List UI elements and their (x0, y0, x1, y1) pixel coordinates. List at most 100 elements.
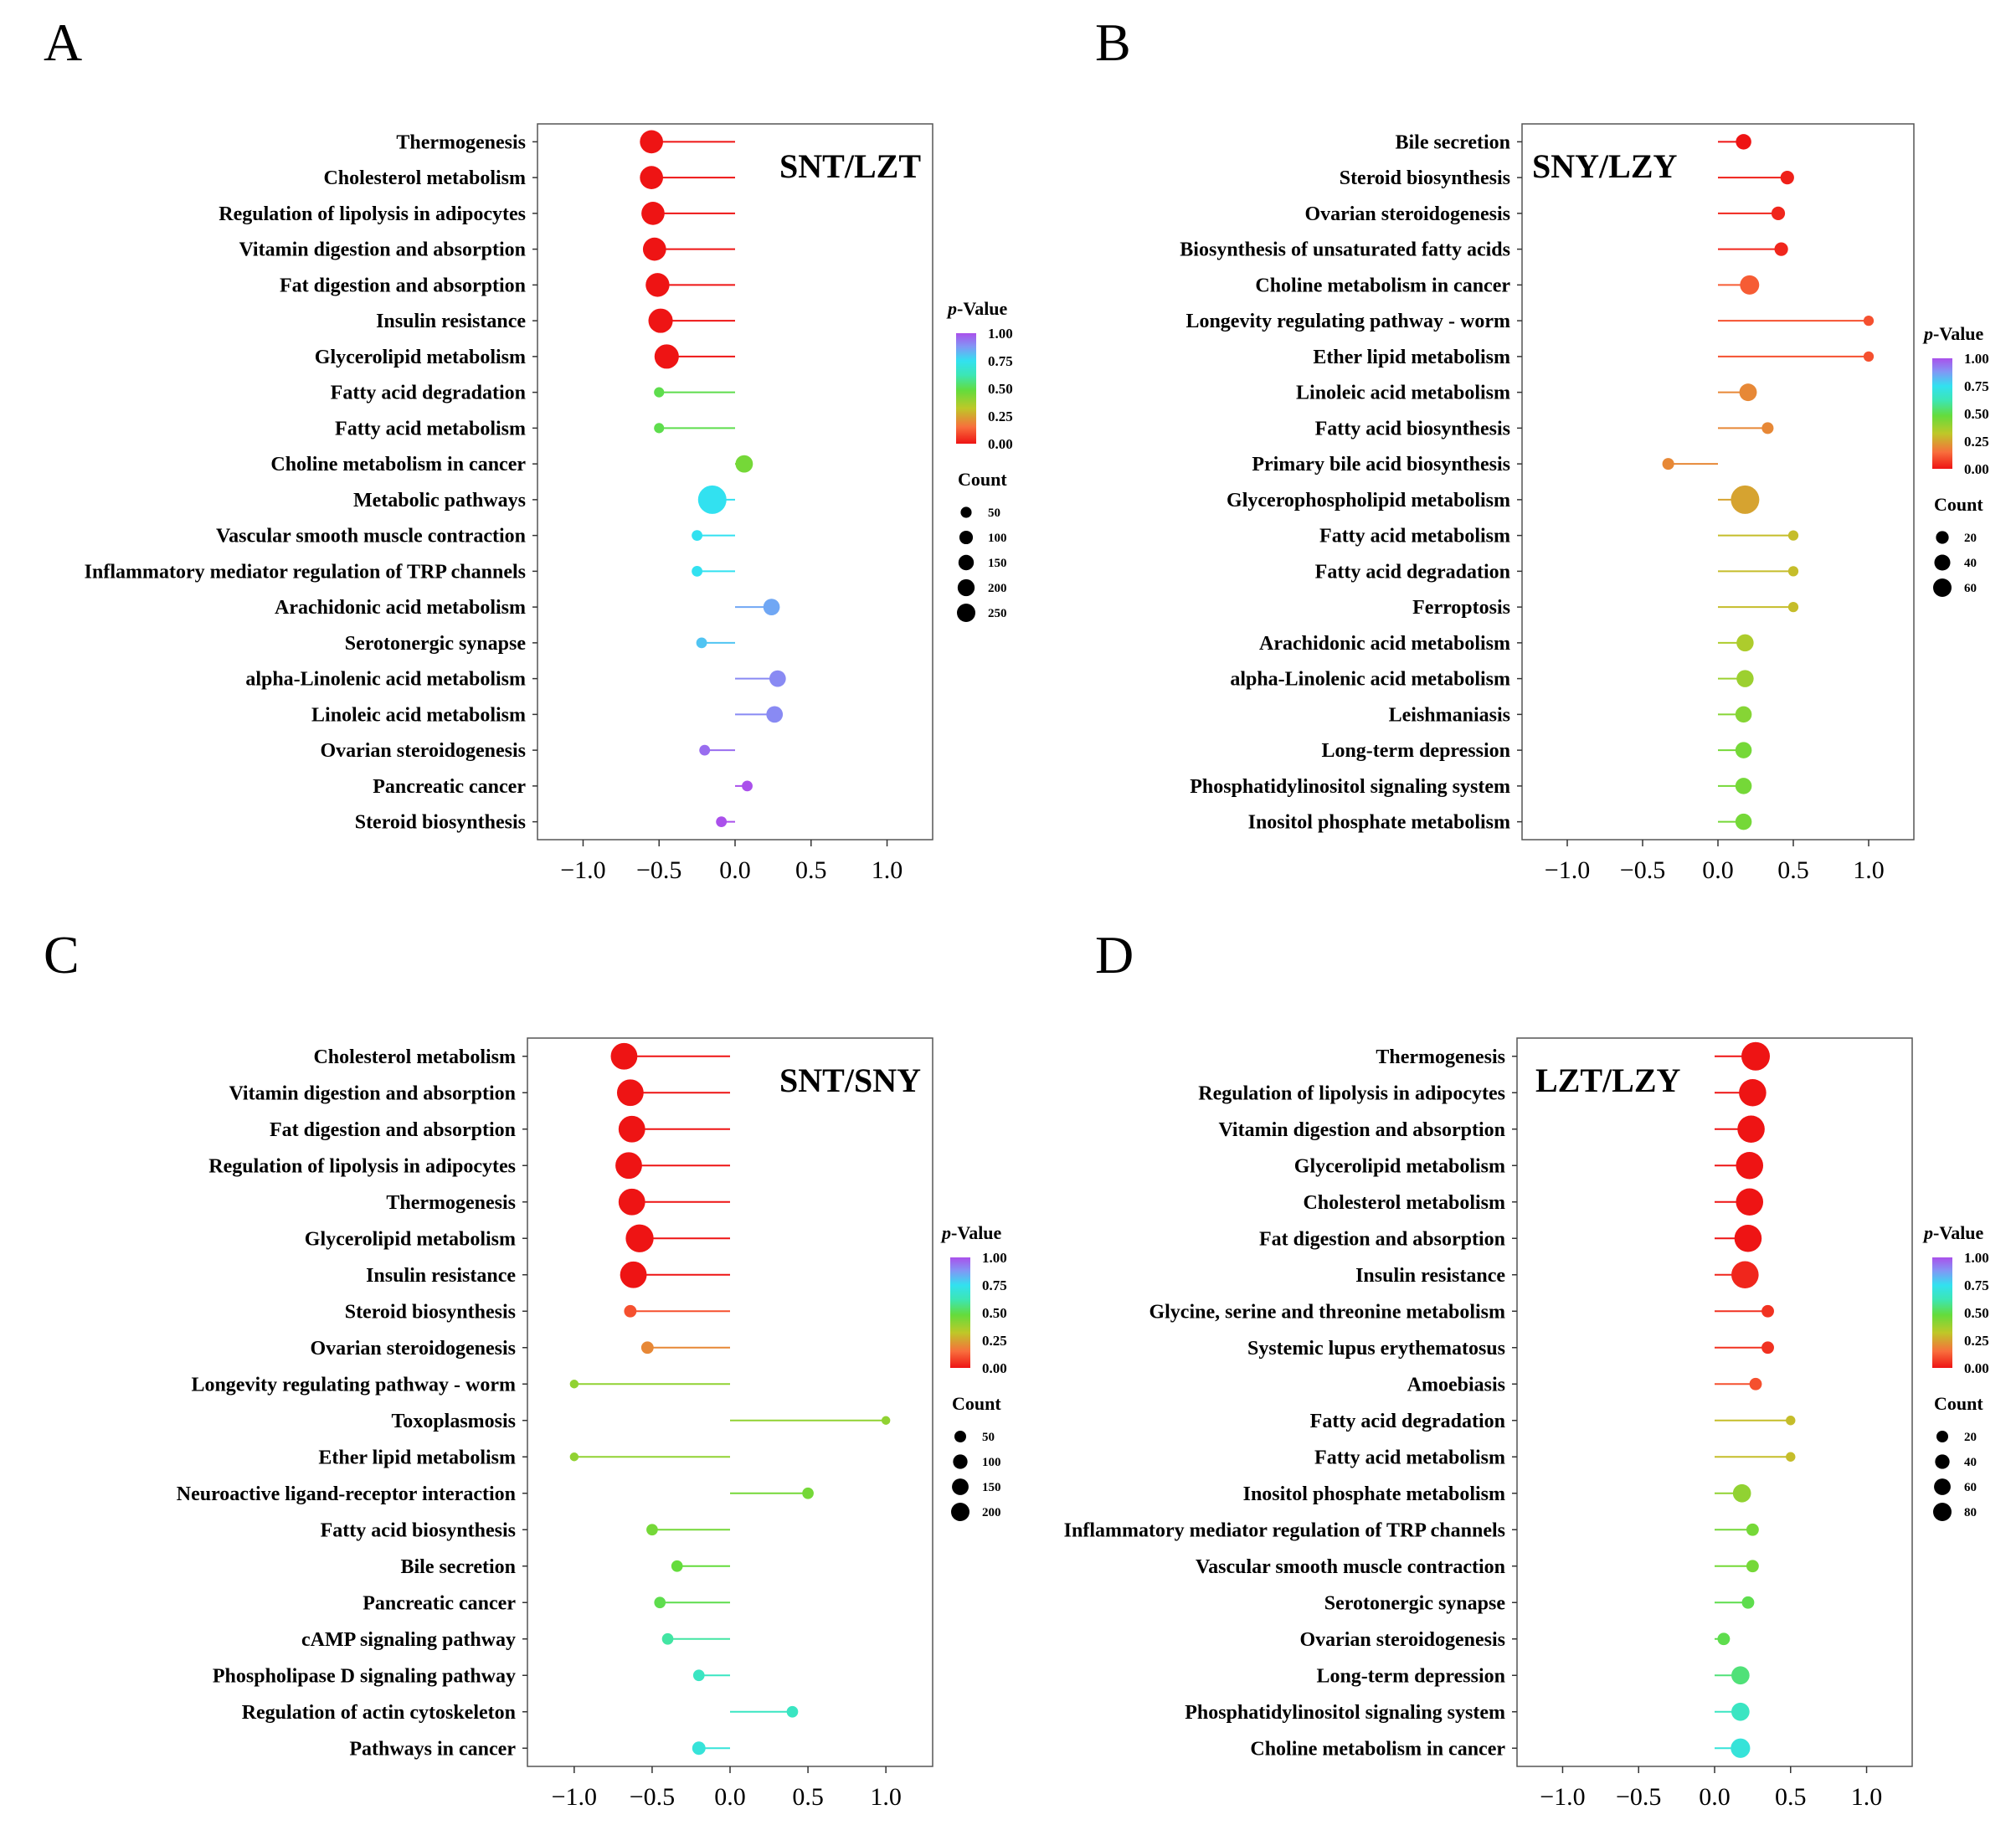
panel-label-b: B (1095, 13, 1131, 72)
x-tick-label: 0.0 (1699, 1783, 1731, 1811)
lollipop-point (1746, 1523, 1759, 1536)
panel-a: −1.0 −0.5 0.0 0.5 1.0 SNT/LZT Thermogenesis Cho… (85, 123, 1013, 884)
y-tick-label: Glycine, serine and threonine metabolism (1149, 1301, 1505, 1323)
count-legend-label: 40 (1964, 557, 1977, 570)
x-tick-label: −0.5 (1620, 856, 1665, 884)
lollipop-point (699, 744, 711, 756)
count-legend-title: Count (958, 469, 1007, 490)
y-tick-label: Ovarian steroidogenesis (310, 1338, 516, 1360)
y-tick-label: Cholesterol metabolism (1303, 1192, 1505, 1214)
y-tick-label: Longevity regulating pathway - worm (191, 1374, 516, 1396)
y-tick-label: Leishmaniasis (1389, 704, 1510, 726)
x-tick-label: −1.0 (1540, 1783, 1585, 1811)
y-tick-label: Choline metabolism in cancer (1255, 275, 1510, 296)
y-tick-label: Fat digestion and absorption (280, 275, 526, 296)
lollipop-point (1739, 1078, 1767, 1107)
pvalue-tick-label: 0.50 (1964, 1305, 1989, 1321)
count-legend-label: 60 (1964, 582, 1977, 595)
y-tick-label: Glycerolipid metabolism (315, 347, 526, 368)
y-tick-label: Regulation of lipolysis in adipocytes (1198, 1082, 1505, 1104)
lollipop-point (640, 166, 663, 189)
lollipop-point (1741, 1041, 1771, 1071)
x-tick-label: −0.5 (630, 1783, 675, 1811)
x-tick-label: 1.0 (872, 856, 903, 884)
pvalue-tick-label: 0.00 (988, 436, 1013, 452)
pvalue-legend-p: p (1922, 1222, 1933, 1243)
y-tick-label: Arachidonic acid metabolism (1259, 633, 1510, 655)
count-legend-label: 200 (982, 1506, 1001, 1519)
pvalue-tick-label: 0.75 (1964, 1278, 1989, 1293)
pvalue-colorbar (1932, 1257, 1952, 1368)
lollipop-point (1786, 1416, 1796, 1426)
pvalue-legend-rest: -Value (957, 298, 1008, 319)
y-tick-label: Ovarian steroidogenesis (1304, 203, 1510, 225)
y-tick-label: Glycerophospholipid metabolism (1227, 490, 1510, 512)
y-tick-label: Phosphatidylinositol signaling system (1185, 1702, 1505, 1724)
count-legend-label: 50 (982, 1431, 995, 1444)
y-tick-label: Fat digestion and absorption (270, 1119, 516, 1141)
x-tick-label: −1.0 (1545, 856, 1590, 884)
y-tick-label: Fat digestion and absorption (1259, 1228, 1505, 1250)
lollipop-point (1736, 670, 1754, 687)
lollipop-point (661, 1632, 674, 1645)
count-legend-label: 250 (988, 607, 1007, 620)
y-tick-label: Inositol phosphate metabolism (1243, 1483, 1505, 1505)
lollipop-point (1786, 1452, 1796, 1462)
pvalue-legend-title: p-Value (946, 298, 1008, 319)
pvalue-tick-label: 0.25 (1964, 434, 1989, 450)
pvalue-tick-label: 0.75 (988, 353, 1013, 369)
y-tick-label: Fatty acid degradation (1315, 561, 1510, 583)
pvalue-tick-label: 1.00 (988, 326, 1013, 342)
lollipop-point (616, 1079, 644, 1107)
count-legend-marker (1933, 1503, 1952, 1521)
lollipop-point (1774, 242, 1788, 256)
plot-frame (1521, 123, 1915, 841)
y-tick-label: Neuroactive ligand-receptor interaction (177, 1483, 516, 1505)
y-tick-label: Insulin resistance (376, 311, 526, 332)
count-legend-marker (957, 604, 975, 622)
lollipop-point (1731, 1666, 1750, 1685)
lollipop-point (620, 1261, 647, 1288)
count-legend-label: 20 (1964, 532, 1977, 545)
pvalue-legend-rest: -Value (951, 1222, 1002, 1243)
pvalue-colorbar (950, 1257, 970, 1368)
count-legend-label: 150 (988, 557, 1007, 570)
x-tick-label: −1.0 (552, 1783, 597, 1811)
x-tick-label: −1.0 (560, 856, 605, 884)
lollipop-point (654, 344, 679, 369)
lollipop-point (569, 1380, 579, 1389)
y-tick-label: Metabolic pathways (353, 490, 526, 512)
count-legend-marker (1936, 531, 1949, 544)
lollipop-point (1771, 206, 1786, 220)
lollipop-point (697, 485, 727, 514)
lollipop-point (642, 237, 666, 261)
y-tick-label: Fatty acid metabolism (1319, 526, 1510, 548)
pvalue-tick-label: 0.75 (982, 1278, 1007, 1293)
pvalue-tick-label: 0.00 (1964, 1360, 1989, 1376)
pvalue-tick-label: 0.50 (982, 1305, 1007, 1321)
y-tick-label: Cholesterol metabolism (323, 167, 526, 189)
count-legend-label: 50 (988, 506, 1000, 520)
count-legend-marker (954, 1431, 966, 1442)
count-legend-marker (960, 506, 972, 518)
y-tick-label: Fatty acid degradation (1310, 1411, 1505, 1432)
lollipop-point (671, 1560, 683, 1572)
chart-title: SNT/LZT (779, 147, 921, 185)
y-tick-label: Thermogenesis (1376, 1046, 1505, 1068)
x-tick-label: 0.5 (1775, 1783, 1807, 1811)
lollipop-point (692, 1669, 705, 1682)
y-tick-label: Pancreatic cancer (373, 776, 526, 798)
count-legend-title: Count (1934, 494, 1983, 515)
lollipop-point (646, 1524, 658, 1536)
y-tick-label: Glycerolipid metabolism (305, 1228, 516, 1250)
count-legend-marker (1935, 1454, 1950, 1469)
y-tick-label: Fatty acid biosynthesis (1315, 418, 1510, 440)
lollipop-point (786, 1705, 799, 1718)
x-tick-label: 1.0 (870, 1783, 902, 1811)
plot-frame (527, 1037, 933, 1767)
lollipop-point (1735, 742, 1752, 758)
x-tick-label: −0.5 (636, 856, 681, 884)
y-tick-label: Ferroptosis (1412, 597, 1510, 619)
lollipop-point (615, 1152, 642, 1180)
